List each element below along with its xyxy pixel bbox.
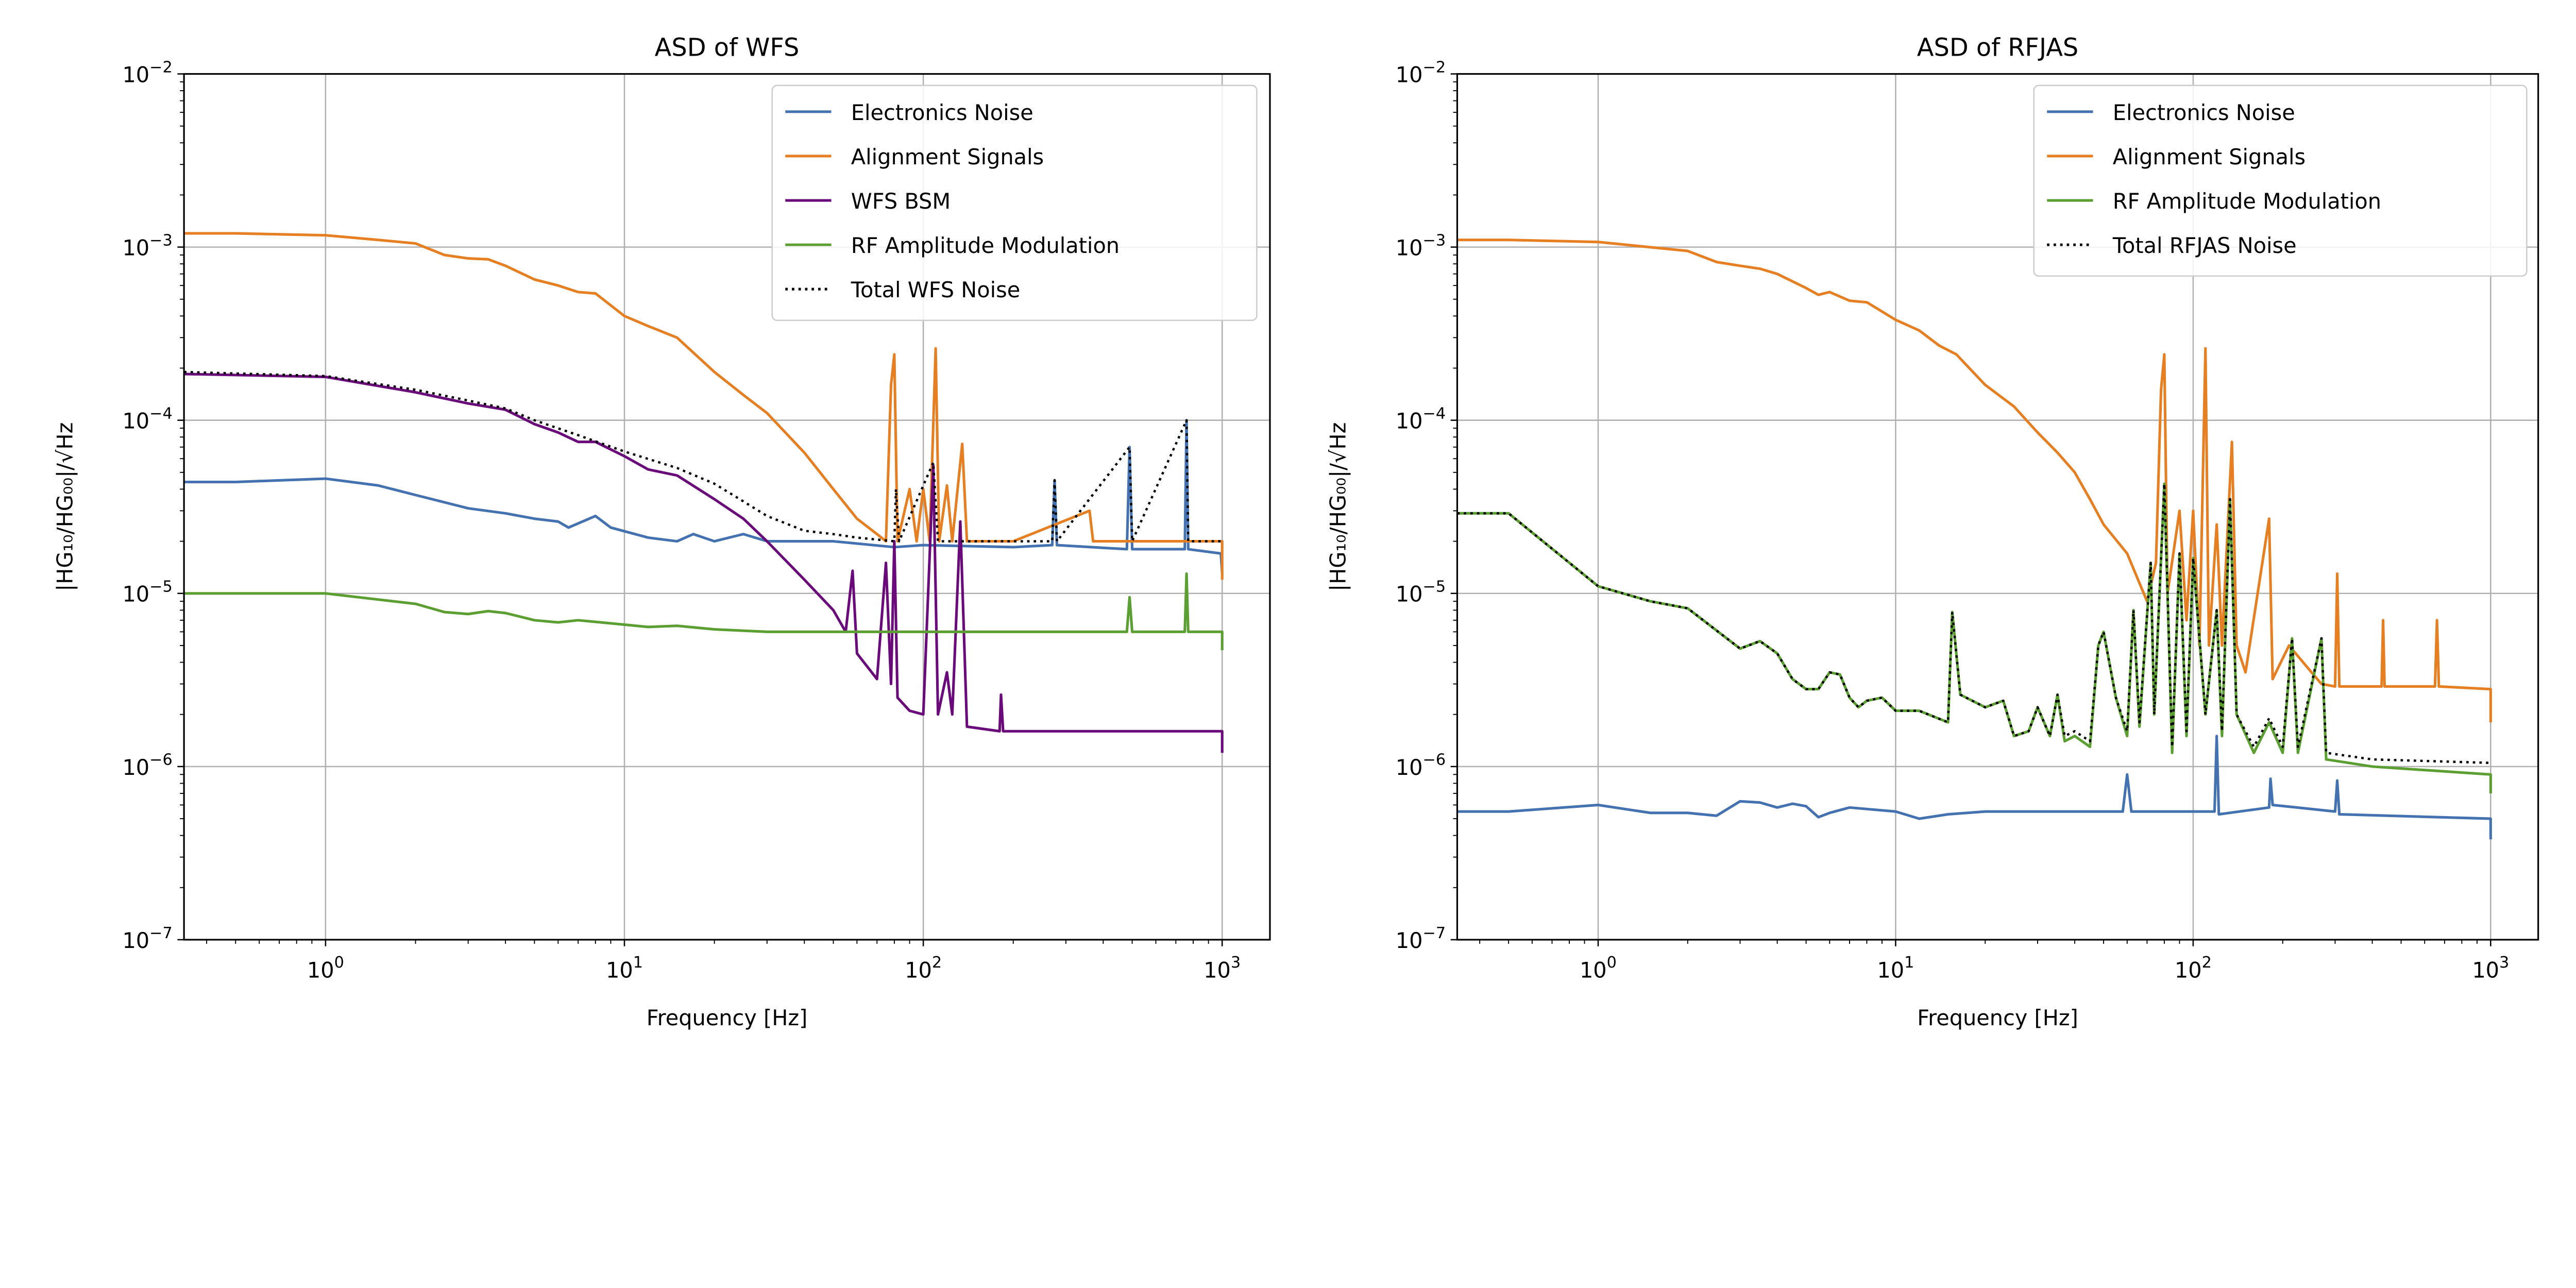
legend-label: Total RFJAS Noise: [2112, 233, 2297, 258]
legend: Electronics Noise Alignment Signals WFS BS…: [771, 84, 1258, 321]
tick-base: 10: [1396, 755, 1423, 780]
tick-exponent: 3: [2499, 954, 2509, 972]
chart-1: 100 101 102 10310−710−610−510−410−310−2ASD …: [53, 33, 1271, 1030]
series-line-alignment-signals: [1457, 239, 2492, 723]
tick-base: 10: [1396, 62, 1423, 87]
tick-exponent: −5: [149, 578, 173, 596]
tick-exponent: −7: [149, 924, 173, 942]
x-tick-label: 100: [307, 954, 344, 982]
x-axis-label: Frequency [Hz]: [1917, 1006, 2078, 1030]
chart-title: ASD of WFS: [655, 33, 800, 62]
x-tick-label: 103: [1204, 954, 1241, 982]
tick-base: 10: [122, 928, 149, 953]
chart-2: 100 101 102 10310−710−610−510−410−310−2ASD …: [1326, 33, 2539, 1030]
y-tick-label: 10−4: [1396, 404, 1446, 433]
tick-base: 10: [122, 236, 149, 261]
chart-title: ASD of RFJAS: [1917, 33, 2079, 62]
tick-base: 10: [606, 958, 633, 982]
x-tick-label: 103: [2472, 954, 2509, 982]
y-tick-label: 10−3: [122, 231, 172, 260]
tick-base: 10: [1580, 958, 1607, 982]
tick-exponent: 2: [932, 954, 942, 972]
y-tick-label: 10−2: [122, 58, 172, 87]
series-line-wfs-bsm: [184, 372, 1224, 753]
legend-frame: [771, 84, 1258, 321]
legend-label: Total WFS Noise: [851, 278, 1020, 302]
y-axis-label: |HG₁₀/HG₀₀|/√Hz: [53, 422, 77, 591]
tick-base: 10: [122, 755, 149, 780]
legend-frame: [2033, 84, 2528, 277]
legend-label: RF Amplitude Modulation: [851, 233, 1120, 258]
y-tick-label: 10−7: [122, 924, 172, 953]
tick-exponent: −3: [149, 231, 173, 249]
tick-base: 10: [1396, 236, 1423, 261]
legend-label: RF Amplitude Modulation: [2113, 189, 2381, 214]
legend: Electronics Noise Alignment Signals RF Amp…: [2033, 84, 2528, 277]
series-line-total-wfs-noise: [184, 370, 1223, 543]
y-tick-label: 10−6: [1396, 751, 1446, 780]
series-line-alignment-signals: [184, 232, 1224, 580]
tick-base: 10: [1396, 582, 1423, 607]
tick-exponent: 0: [1607, 954, 1617, 972]
x-tick-label: 101: [1877, 954, 1914, 982]
legend-label: Alignment Signals: [851, 145, 1044, 170]
tick-exponent: −6: [149, 751, 173, 769]
tick-exponent: −4: [1422, 404, 1446, 422]
x-tick-label: 102: [2175, 954, 2212, 982]
tick-exponent: 3: [1231, 954, 1241, 972]
tick-base: 10: [122, 62, 149, 87]
tick-base: 10: [122, 409, 149, 434]
axes-frame: [183, 73, 1271, 941]
series-line-electronics-noise: [184, 419, 1224, 574]
axes-frame: [1456, 73, 2539, 941]
x-tick-label: 101: [606, 954, 643, 982]
tick-exponent: −4: [149, 404, 173, 422]
x-tick-label: 100: [1580, 954, 1617, 982]
legend-label: Electronics Noise: [851, 100, 1033, 125]
tick-exponent: 1: [1904, 954, 1914, 972]
series-line-total-rfjas-noise: [1457, 482, 2491, 764]
tick-base: 10: [2472, 958, 2499, 982]
tick-base: 10: [307, 958, 334, 982]
y-tick-label: 10−4: [122, 404, 172, 433]
tick-exponent: −5: [1422, 578, 1446, 596]
legend-label: Electronics Noise: [2113, 100, 2295, 125]
series-line-rf-amplitude-modulation: [184, 572, 1224, 650]
x-axis-label: Frequency [Hz]: [647, 1006, 807, 1030]
figure: 100 101 102 10310−710−610−510−410−310−2ASD …: [53, 33, 2539, 1030]
tick-exponent: 0: [334, 954, 344, 972]
series-line-rf-amplitude-modulation: [1457, 482, 2492, 793]
tick-base: 10: [1396, 928, 1423, 953]
tick-exponent: 1: [633, 954, 643, 972]
x-tick-label: 102: [905, 954, 942, 982]
series-group: [184, 232, 1224, 753]
tick-exponent: −3: [1422, 231, 1446, 249]
tick-base: 10: [1396, 409, 1423, 434]
tick-exponent: −2: [1422, 58, 1446, 76]
y-tick-label: 10−5: [1396, 578, 1446, 607]
tick-base: 10: [905, 958, 932, 982]
y-tick-label: 10−5: [122, 578, 172, 607]
tick-base: 10: [122, 582, 149, 607]
y-axis-label: |HG₁₀/HG₀₀|/√Hz: [1326, 422, 1351, 591]
legend-label: WFS BSM: [851, 189, 951, 214]
tick-exponent: 2: [2202, 954, 2212, 972]
tick-exponent: −7: [1422, 924, 1446, 942]
tick-base: 10: [1877, 958, 1904, 982]
y-tick-label: 10−3: [1396, 231, 1446, 260]
legend-label: Alignment Signals: [2113, 145, 2306, 170]
tick-base: 10: [2175, 958, 2202, 982]
y-tick-label: 10−7: [1396, 924, 1446, 953]
series-line-electronics-noise: [1457, 735, 2492, 840]
tick-exponent: −6: [1422, 751, 1446, 769]
series-group: [1457, 239, 2492, 840]
tick-exponent: −2: [149, 58, 173, 76]
y-tick-label: 10−2: [1396, 58, 1446, 87]
tick-base: 10: [1204, 958, 1231, 982]
y-tick-label: 10−6: [122, 751, 172, 780]
